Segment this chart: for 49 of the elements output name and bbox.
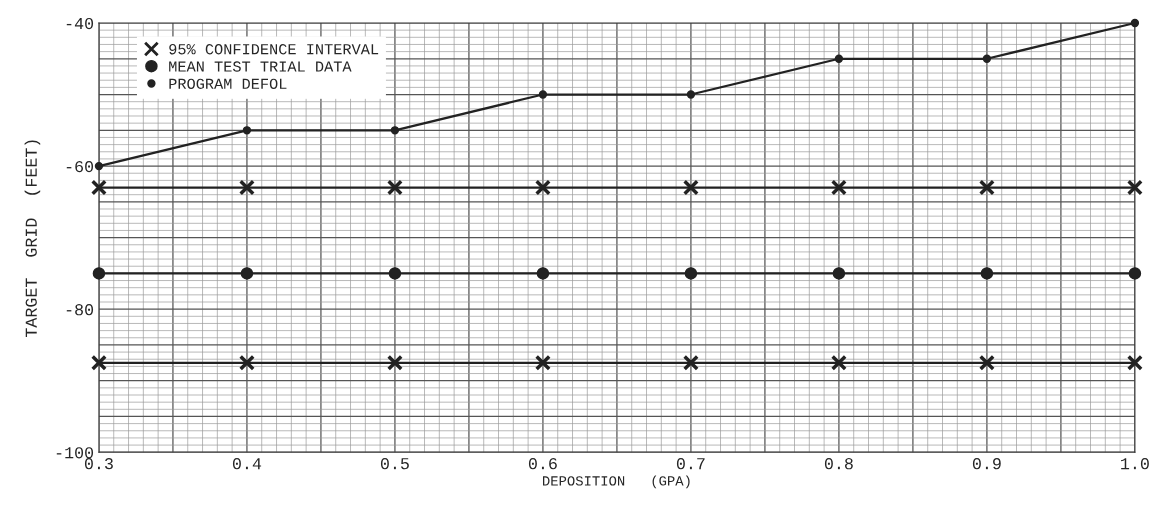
point	[90, 354, 107, 371]
y-tick-label: -40	[66, 17, 94, 30]
point	[538, 90, 548, 99]
point	[390, 126, 400, 135]
x-tick-label: 0.5	[380, 458, 409, 470]
y-tick-label: -80	[66, 304, 94, 316]
legend-label: PROGRAM DEFOL	[169, 78, 287, 89]
x-axis-title: DEPOSITION (GPA)	[543, 475, 690, 489]
x-tick-label: 0.7	[676, 458, 705, 470]
point	[832, 267, 846, 280]
point	[978, 179, 995, 196]
point	[90, 179, 107, 196]
point	[386, 354, 403, 371]
y-tick-label: -100	[56, 447, 94, 459]
point	[92, 267, 106, 280]
point	[1128, 267, 1142, 280]
point	[94, 161, 104, 171]
x-tick-label: 1.0	[1121, 458, 1149, 470]
point	[686, 90, 696, 99]
y-axis-title: TARGET GRID (FEET)	[24, 140, 41, 338]
point	[238, 179, 255, 196]
point	[388, 267, 402, 280]
point	[1130, 18, 1140, 28]
y-tick-label: -60	[66, 160, 94, 173]
point	[1126, 179, 1143, 196]
point	[980, 267, 994, 280]
point	[982, 54, 992, 63]
point	[534, 354, 551, 371]
point	[534, 179, 551, 196]
x-tick-label: 0.6	[528, 458, 557, 470]
x-tick-label: 0.3	[84, 458, 113, 470]
point	[978, 354, 995, 371]
point	[238, 354, 255, 371]
x-tick-label: 0.8	[824, 458, 853, 470]
point	[830, 354, 847, 371]
x-tick-label: 0.4	[232, 458, 262, 470]
point	[536, 267, 550, 280]
point	[684, 267, 698, 280]
point	[834, 54, 844, 63]
x-tick-label: 0.9	[972, 458, 1001, 470]
point	[1126, 354, 1143, 371]
point	[682, 179, 699, 196]
point	[682, 354, 699, 371]
point	[386, 179, 403, 196]
point	[240, 267, 254, 280]
point	[242, 126, 252, 135]
point	[830, 179, 847, 196]
legend-label: 95% CONFIDENCE INTERVAL	[169, 44, 379, 55]
legend-label: MEAN TEST TRIAL DATA	[169, 61, 352, 72]
